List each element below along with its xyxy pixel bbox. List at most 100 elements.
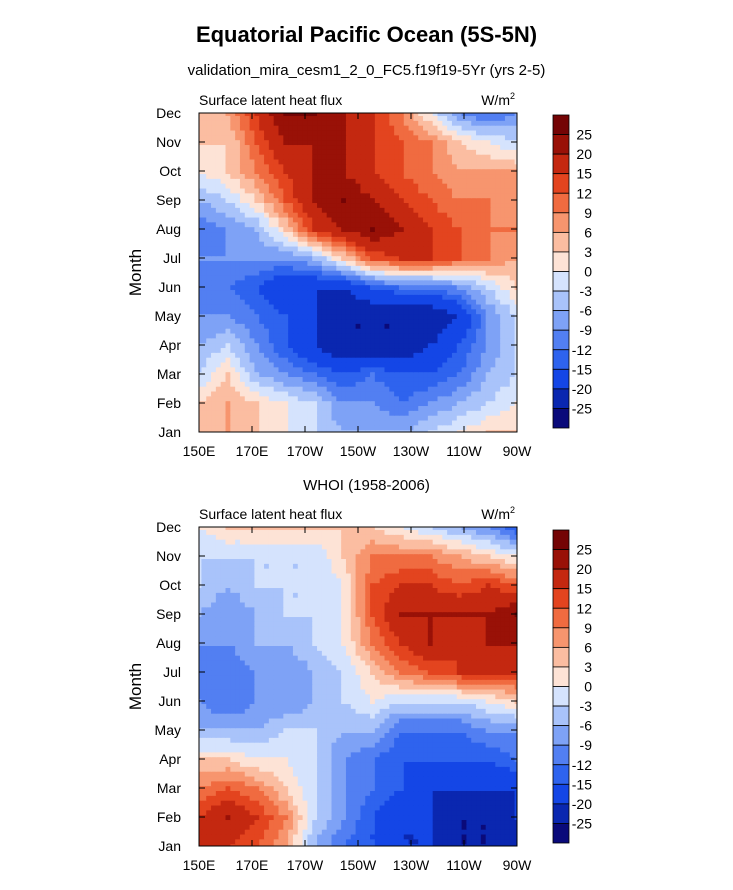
heatmap-cell	[215, 390, 222, 397]
heatmap-cell	[278, 168, 284, 175]
heatmap-cell	[307, 294, 313, 300]
heatmap-cell	[418, 212, 424, 218]
heatmap-cell	[283, 313, 289, 320]
heatmap-cell	[297, 245, 304, 252]
heatmap-cell	[278, 250, 284, 257]
heatmap-cell	[350, 381, 357, 387]
heatmap-cell	[278, 819, 284, 825]
heatmap-cell	[336, 134, 342, 141]
heatmap-cell	[201, 429, 207, 432]
heatmap-cell	[220, 255, 227, 262]
heatmap-cell	[249, 197, 256, 204]
heatmap-cell	[432, 216, 439, 223]
heatmap-cell	[211, 284, 217, 291]
heatmap-cell	[423, 129, 429, 136]
heatmap-cell	[490, 371, 496, 378]
heatmap-cell	[235, 332, 241, 339]
heatmap-cell	[235, 829, 241, 835]
heatmap-cell	[211, 250, 217, 257]
heatmap-cell	[230, 390, 236, 397]
heatmap-cell	[278, 270, 284, 276]
heatmap-cell	[514, 265, 517, 271]
heatmap-cell	[307, 250, 313, 257]
heatmap-cell	[360, 284, 366, 291]
x-tick-label: 110W	[446, 443, 482, 459]
heatmap-cell	[365, 366, 371, 373]
heatmap-cell	[437, 352, 443, 358]
heatmap-cell	[278, 231, 284, 237]
heatmap-cell	[389, 357, 395, 363]
heatmap-cell	[307, 134, 313, 141]
heatmap-cell	[288, 125, 294, 131]
heatmap-cell	[230, 347, 236, 353]
heatmap-cell	[350, 221, 357, 228]
heatmap-cell	[206, 183, 212, 189]
heatmap-cell	[500, 183, 506, 189]
heatmap-cell	[490, 824, 496, 830]
heatmap-cell	[268, 212, 275, 218]
heatmap-cell	[230, 173, 236, 179]
heatmap-cell	[235, 381, 241, 387]
heatmap-cell	[456, 129, 463, 136]
heatmap-cell	[235, 371, 241, 378]
heatmap-cell	[321, 129, 328, 136]
heatmap-cell	[418, 236, 424, 242]
heatmap-cell	[360, 299, 366, 305]
heatmap-cell	[211, 819, 217, 825]
heatmap-cell	[283, 419, 289, 426]
heatmap-cell	[398, 134, 405, 141]
heatmap-cell	[326, 366, 333, 373]
heatmap-cell	[350, 173, 357, 179]
heatmap-cell	[230, 236, 236, 242]
heatmap-cell	[273, 381, 280, 387]
heatmap-cell	[437, 149, 443, 155]
heatmap-cell	[403, 149, 410, 155]
heatmap-cell	[220, 824, 227, 830]
heatmap-cell	[442, 410, 448, 416]
heatmap-cell	[345, 250, 352, 257]
heatmap-cell	[244, 183, 251, 189]
heatmap-cell	[500, 255, 506, 262]
heatmap-cell	[201, 274, 207, 281]
heatmap-cell	[254, 154, 260, 160]
heatmap-cell	[427, 270, 434, 276]
heatmap-cell	[500, 241, 506, 247]
y-tick-label: Jan	[158, 424, 181, 440]
heatmap-cell	[389, 328, 395, 334]
heatmap-cell	[211, 814, 217, 821]
heatmap-cell	[365, 429, 371, 432]
panel-1: JanFebMarAprMayJunJulAugSepOctNovDec150E…	[126, 91, 592, 459]
heatmap-cell	[413, 192, 419, 199]
heatmap-cell	[331, 347, 337, 353]
heatmap-cell	[485, 154, 492, 160]
heatmap-cell	[345, 381, 352, 387]
heatmap-cell	[471, 202, 477, 208]
heatmap-cell	[341, 216, 347, 223]
heatmap-cell	[495, 328, 501, 334]
heatmap-cell	[490, 216, 496, 223]
heatmap-cell	[413, 202, 419, 208]
heatmap-cell	[514, 829, 517, 835]
heatmap-cell	[249, 163, 256, 170]
heatmap-cell	[225, 120, 231, 126]
heatmap-cell	[514, 260, 517, 266]
heatmap-cell	[394, 163, 400, 170]
heatmap-cell	[292, 308, 299, 315]
heatmap-cell	[471, 226, 477, 233]
heatmap-cell	[500, 415, 506, 421]
heatmap-cell	[292, 303, 299, 310]
heatmap-cell	[259, 226, 265, 233]
heatmap-cell	[461, 154, 468, 160]
heatmap-cell	[389, 236, 395, 242]
heatmap-cell	[476, 187, 482, 194]
heatmap-cell	[413, 303, 419, 310]
heatmap-cell	[331, 178, 337, 184]
heatmap-cell	[292, 216, 299, 223]
heatmap-cell	[374, 279, 381, 286]
heatmap-cell	[326, 400, 333, 407]
heatmap-cell	[389, 173, 395, 179]
heatmap-cell	[461, 419, 468, 426]
heatmap-cell	[384, 265, 390, 271]
heatmap-cell	[292, 192, 299, 199]
heatmap-cell	[201, 303, 207, 310]
